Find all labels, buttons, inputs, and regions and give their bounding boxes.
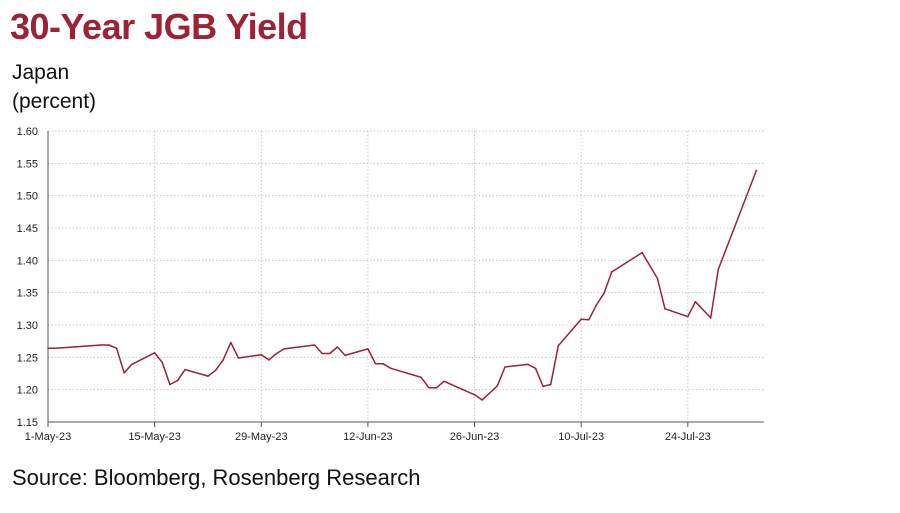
data-point [176,379,179,382]
subtitle-line-unit: (percent) [12,90,97,113]
data-point [329,352,331,355]
data-point [580,318,582,321]
data-point [420,376,423,379]
data-point [283,348,285,350]
data-point [603,292,605,295]
y-tick-label: 1.50 [17,191,38,203]
y-tick-label: 1.35 [17,288,38,300]
data-point [694,300,697,303]
data-point [656,277,659,280]
data-point [687,315,689,318]
data-point [390,367,392,370]
data-point [237,357,240,359]
y-tick-label: 1.15 [17,417,38,429]
data-point [473,394,476,396]
y-tick-label: 1.40 [17,255,38,267]
y-tick-label: 1.20 [17,385,38,397]
data-point [481,399,484,401]
data-point [382,363,384,365]
y-tick-label: 1.30 [17,320,38,332]
data-point [527,363,529,366]
subtitle-line-country: Japan [12,61,70,84]
y-tick-label: 1.45 [17,223,38,235]
series-group [47,169,758,401]
grid-lines [48,130,764,422]
data-point [131,363,133,366]
data-point [641,251,643,254]
data-point [496,385,499,387]
data-point [54,347,57,350]
x-tick-label: 10-Jul-23 [558,431,604,443]
data-point [161,361,164,364]
data-point [207,375,209,377]
data-point [268,359,270,361]
y-tick-labels: 1.15 1.20 1.25 1.30 1.35 1.40 1.45 1.50 1.55 1.60 [17,126,38,429]
chart-axes [47,131,764,427]
data-point [717,268,720,271]
data-point [313,344,316,346]
series-line-jgb-30y [48,170,758,401]
x-tick-labels: 1-May-23 15-May-23 29-May-23 12-Jun-23 26-Ju… [25,431,711,443]
data-point [504,366,506,368]
chart-title: 30-Year JGB Yield [10,6,308,47]
x-tick-label: 1-May-23 [25,431,71,443]
y-tick-label: 1.55 [17,158,38,170]
y-tick-label: 1.25 [17,352,38,364]
data-point [344,354,346,357]
data-point [336,346,339,348]
x-tick-label: 24-Jul-23 [665,431,711,443]
x-tick-label: 26-Jun-23 [450,431,500,443]
data-point [542,385,544,388]
data-point [169,383,171,386]
data-point [534,367,537,370]
data-point [123,372,125,374]
data-point [260,353,263,356]
data-point [374,363,377,365]
chart-subtitle: Japan (percent) [12,58,96,116]
data-point [664,308,666,310]
source-note: Source: Bloomberg, Rosenberg Research [12,465,421,490]
x-tick-label: 15-May-23 [128,431,181,443]
data-point [115,347,118,350]
data-point [443,380,445,383]
data-point [153,352,156,354]
data-point [588,319,590,321]
data-point [222,359,224,361]
data-point [709,317,712,319]
data-point [214,369,217,372]
data-point [108,344,110,346]
data-point [47,347,49,350]
data-point [428,386,430,389]
data-point [275,352,278,355]
data-point [184,368,186,371]
data-point [595,304,598,306]
data-point [100,344,103,346]
data-point [435,386,438,389]
data-point [557,344,560,347]
data-point [549,383,552,386]
data-point [367,348,369,350]
data-point [755,169,758,172]
data-point [610,271,613,273]
y-tick-label: 1.60 [17,126,38,138]
data-point [230,341,232,344]
x-tick-label: 29-May-23 [235,431,288,443]
data-point [321,352,324,355]
x-tick-label: 12-Jun-23 [343,431,393,443]
